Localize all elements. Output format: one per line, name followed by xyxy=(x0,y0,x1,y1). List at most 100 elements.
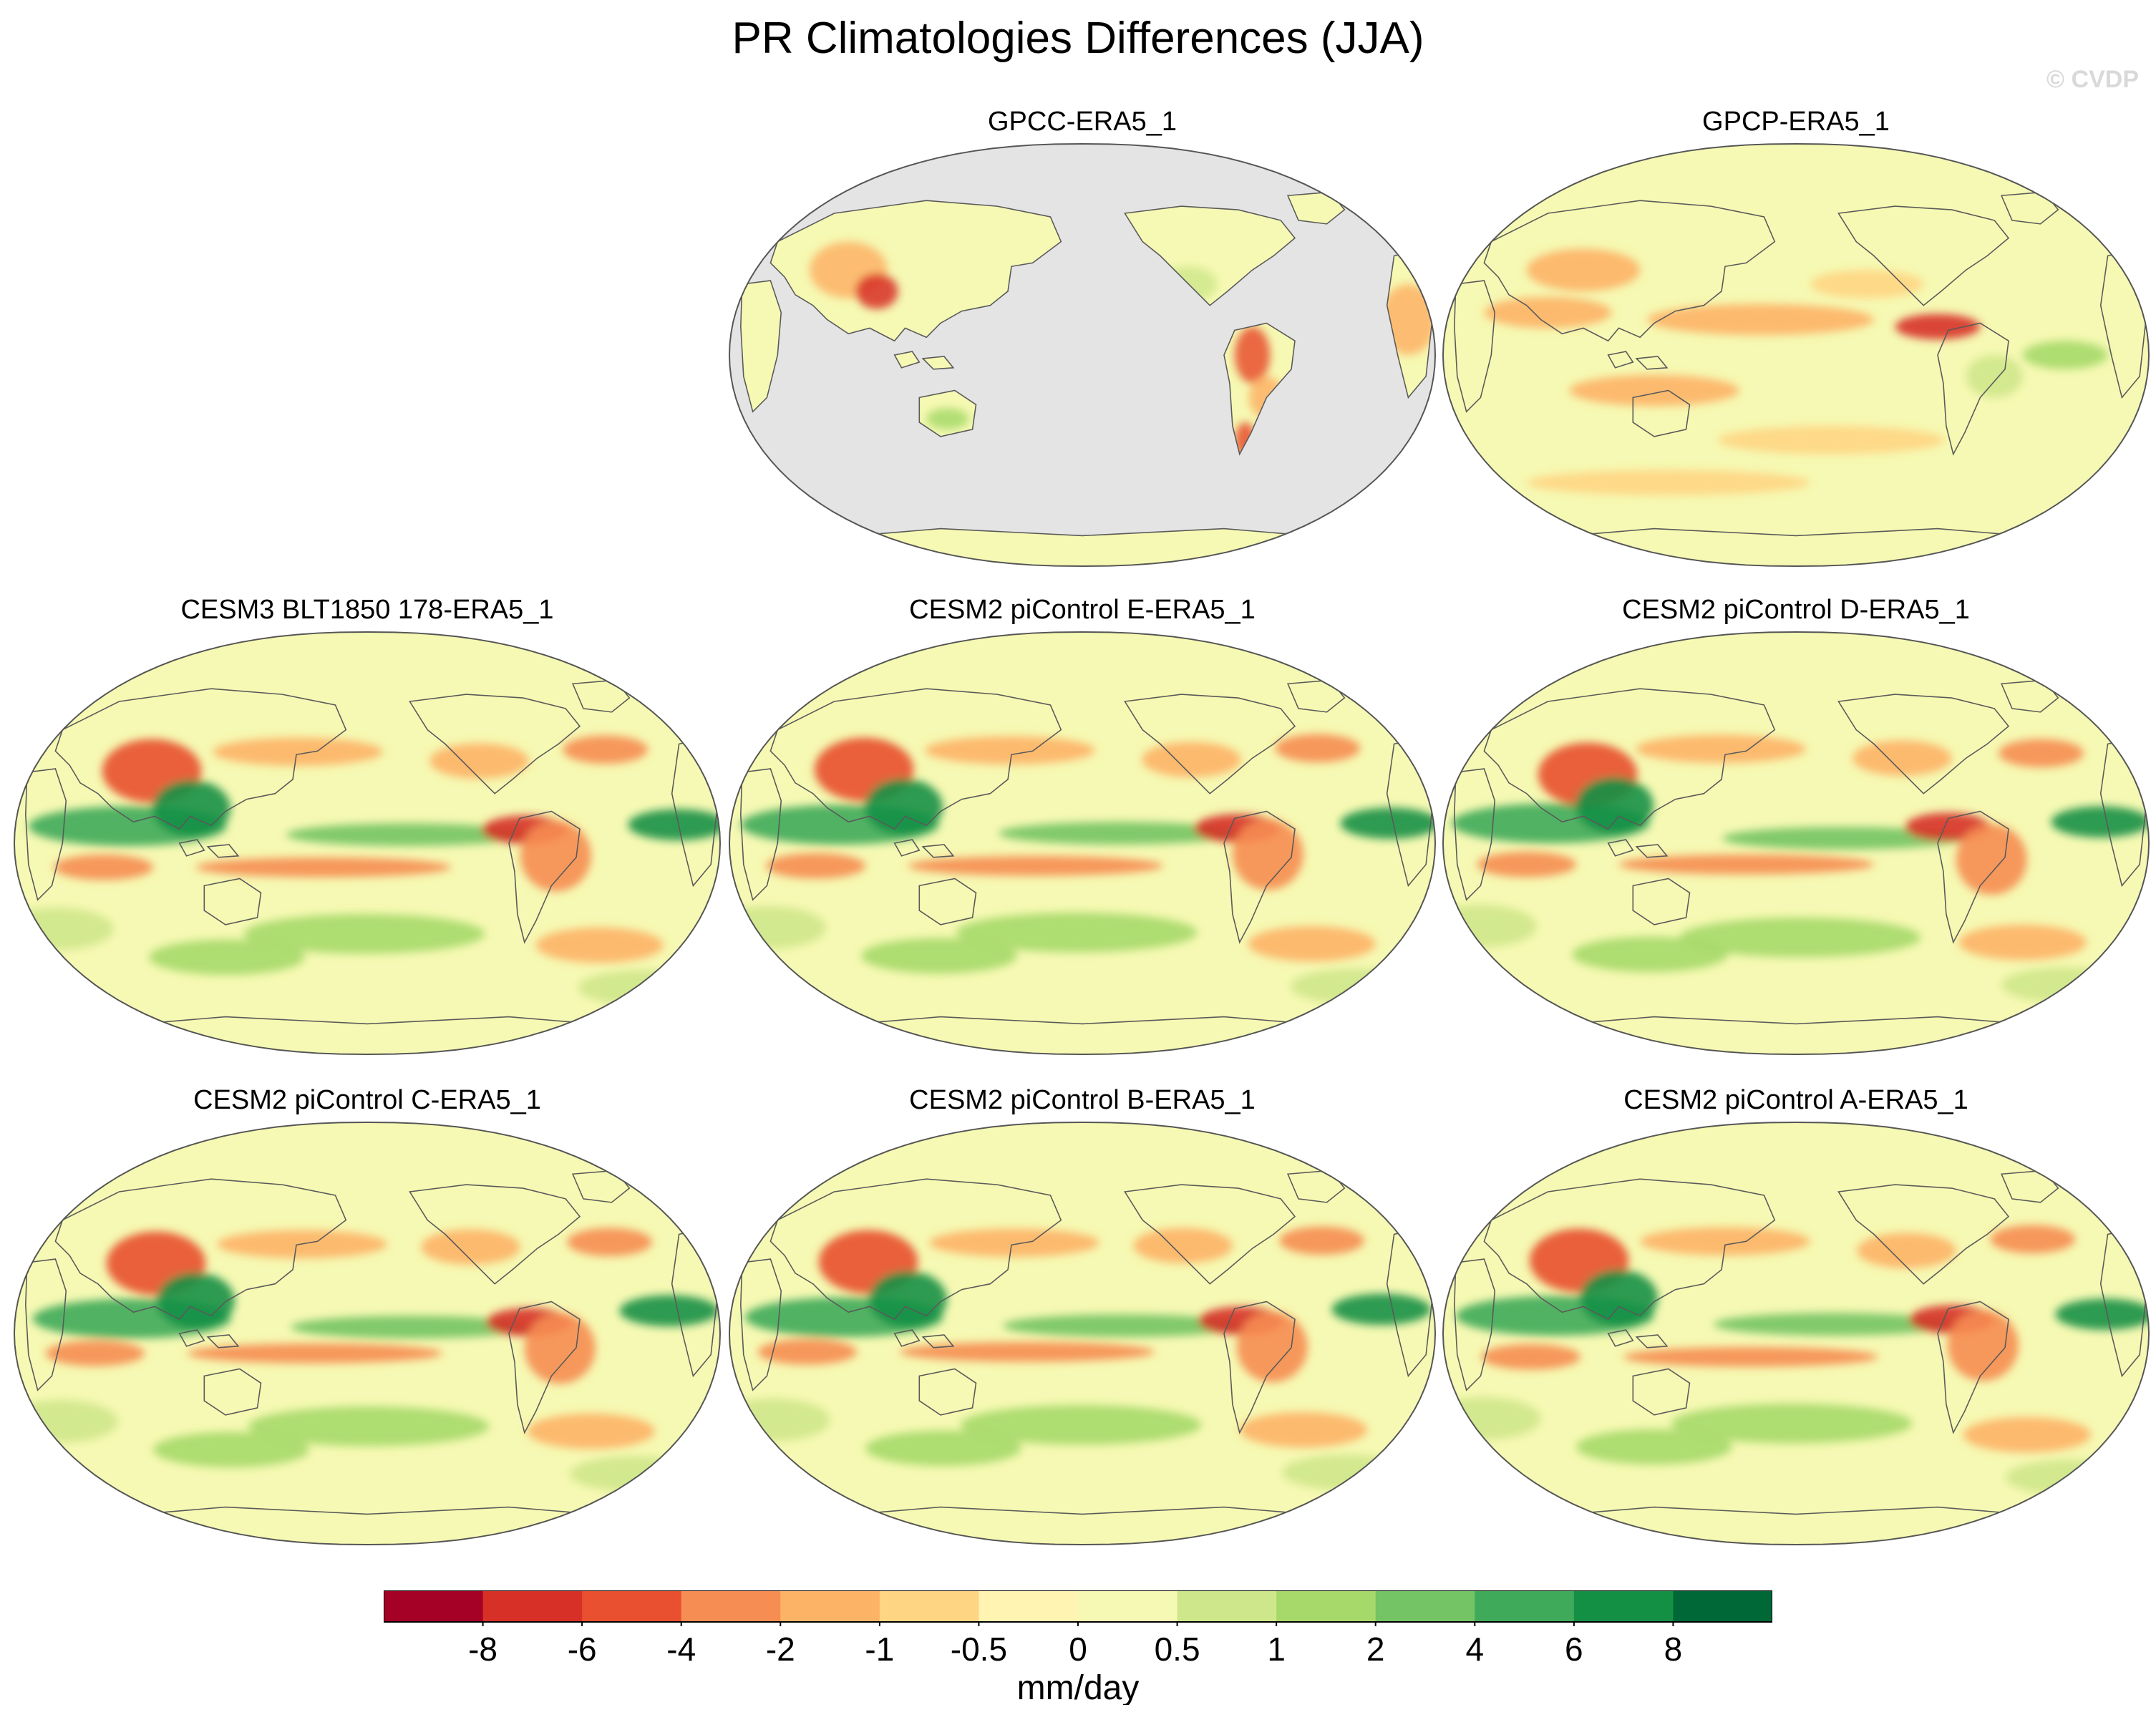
coastline xyxy=(54,1178,347,1321)
anomaly-region xyxy=(865,778,943,836)
anomaly-region xyxy=(1958,924,2087,961)
anomaly-region xyxy=(1810,270,1924,298)
anomaly-region xyxy=(855,273,898,309)
coastline xyxy=(203,1368,262,1416)
coastline xyxy=(893,839,955,858)
anomaly-region xyxy=(1282,1454,1410,1490)
coastline xyxy=(409,1184,581,1285)
cvdp-watermark: © CVDP xyxy=(2046,66,2139,93)
anomaly-region xyxy=(1718,426,1945,455)
colorbar-tick-label: 4 xyxy=(1465,1631,1484,1668)
colorbar-swatch xyxy=(1276,1590,1376,1622)
colorbar-tick-label: -6 xyxy=(568,1631,597,1668)
anomaly-region xyxy=(1714,1313,1955,1336)
land-field xyxy=(770,200,1062,341)
coastline xyxy=(769,688,1062,830)
anomaly-region xyxy=(757,1338,858,1365)
anomaly-region xyxy=(628,809,721,841)
map-outline xyxy=(1442,142,2150,568)
coastline xyxy=(25,1258,67,1391)
coastline xyxy=(1483,688,1776,830)
anomaly-region xyxy=(1990,1225,2076,1254)
colorbar-tick-label: 2 xyxy=(1366,1631,1385,1668)
colorbar-swatch xyxy=(1078,1590,1178,1622)
map-outline xyxy=(728,631,1437,1056)
anomaly-region xyxy=(899,1341,1155,1362)
anomaly-region xyxy=(999,822,1240,845)
map xyxy=(1442,1121,2150,1546)
anomaly-region xyxy=(1963,1416,2091,1453)
map-panel: CESM3 BLT1850 178-ERA5_1 xyxy=(13,594,722,1074)
coastline xyxy=(1454,1258,1496,1391)
anomaly-region xyxy=(1852,740,1952,776)
coastline xyxy=(1607,839,1669,858)
anomaly-region xyxy=(243,914,485,954)
anomaly-region xyxy=(535,927,664,963)
colorbar-tick-label: 6 xyxy=(1565,1631,1583,1668)
coastline xyxy=(893,351,955,370)
coastline xyxy=(1483,200,1776,342)
coastline xyxy=(918,878,977,925)
colorbar-tick-label: -0.5 xyxy=(951,1631,1007,1668)
coastline xyxy=(1632,389,1691,437)
anomaly-region xyxy=(213,737,383,767)
anomaly-region xyxy=(1484,296,1612,329)
anomaly-region xyxy=(1275,734,1361,763)
coastline xyxy=(1483,1178,1776,1321)
panel-title: CESM2 piControl C-ERA5_1 xyxy=(193,1085,541,1115)
map-panel: GPCC-ERA5_1 xyxy=(728,106,1437,585)
anomaly-region xyxy=(248,1406,490,1447)
colorbar-swatch xyxy=(384,1590,484,1622)
anomaly-region xyxy=(1526,248,1641,291)
map-outline xyxy=(728,142,1437,568)
colorbar-tick-label: 1 xyxy=(1267,1631,1286,1668)
anomaly-region xyxy=(1340,807,1436,840)
anomaly-region xyxy=(1647,303,1874,336)
map xyxy=(1442,631,2150,1056)
colorbar-swatch xyxy=(1475,1590,1575,1622)
anomaly-region xyxy=(1248,925,1376,962)
colorbar-swatch xyxy=(1177,1590,1277,1622)
anomaly-region xyxy=(1636,734,1806,764)
colorbar-tick-label: -4 xyxy=(666,1631,696,1668)
coastline xyxy=(769,200,1062,342)
anomaly-region xyxy=(1857,1233,1956,1268)
anomaly-region xyxy=(925,736,1095,765)
anomaly-region xyxy=(1239,1411,1367,1448)
map xyxy=(1442,142,2150,568)
anomaly-region xyxy=(1966,355,2023,398)
map xyxy=(728,142,1437,568)
map xyxy=(13,631,722,1056)
coastline xyxy=(1837,1184,2010,1285)
map-panel: GPCP-ERA5_1 xyxy=(1442,106,2150,585)
anomaly-region xyxy=(286,823,528,846)
colorbar-swatch xyxy=(1573,1590,1674,1622)
anomaly-region xyxy=(1618,854,1874,875)
anomaly-region xyxy=(619,1295,719,1327)
anomaly-region xyxy=(527,1413,655,1449)
anomaly-region xyxy=(1142,742,1241,777)
map-panel: CESM2 piControl C-ERA5_1 xyxy=(13,1084,722,1564)
colorbar-tick-label: -8 xyxy=(468,1631,497,1668)
colorbar-tick-label: 0 xyxy=(1069,1631,1087,1668)
anomaly-region xyxy=(1671,1404,1913,1444)
panel-title: CESM2 piControl A-ERA5_1 xyxy=(1623,1085,1968,1115)
anomaly-region xyxy=(1575,777,1654,835)
colorbar-tick-label: -2 xyxy=(766,1631,795,1668)
coastline xyxy=(1124,205,1296,306)
anomaly-region xyxy=(152,779,230,837)
map-outline xyxy=(1442,1121,2150,1546)
map-panel: CESM2 piControl A-ERA5_1 xyxy=(1442,1084,2150,1564)
anomaly-region xyxy=(1477,851,1577,878)
coastline xyxy=(769,1178,1062,1321)
anomaly-region xyxy=(908,855,1163,876)
coastline xyxy=(508,1301,581,1434)
coastline xyxy=(409,694,581,794)
anomaly-region xyxy=(1232,819,1303,890)
anomaly-region xyxy=(187,1343,442,1364)
map xyxy=(728,1121,1437,1546)
coastline xyxy=(178,839,240,858)
anomaly-region xyxy=(149,939,305,976)
colorbar-swatch xyxy=(681,1590,781,1622)
anomaly-region xyxy=(1133,1228,1233,1263)
